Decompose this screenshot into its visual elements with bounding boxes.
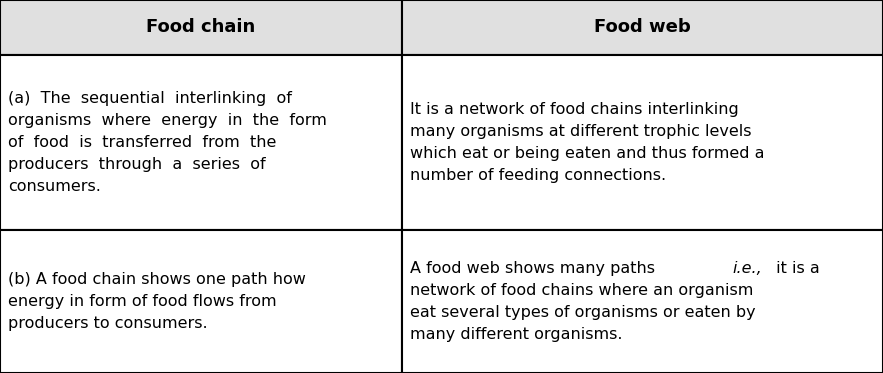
Text: of  food  is  transferred  from  the: of food is transferred from the (8, 135, 276, 150)
Bar (0, 0, 402, 55)
Text: many organisms at different trophic levels: many organisms at different trophic leve… (410, 124, 751, 139)
Bar (0, 230, 402, 373)
Text: energy in form of food flows from: energy in form of food flows from (8, 294, 276, 309)
Text: which eat or being eaten and thus formed a: which eat or being eaten and thus formed… (410, 146, 765, 161)
Text: (b) A food chain shows one path how: (b) A food chain shows one path how (8, 272, 306, 287)
Text: Food chain: Food chain (147, 19, 255, 37)
Text: eat several types of organisms or eaten by: eat several types of organisms or eaten … (410, 305, 756, 320)
Bar (0, 55, 402, 230)
Text: network of food chains where an organism: network of food chains where an organism (410, 283, 753, 298)
Bar (402, 0, 883, 55)
Text: it is a: it is a (771, 261, 820, 276)
Text: It is a network of food chains interlinking: It is a network of food chains interlink… (410, 102, 739, 117)
Text: Food web: Food web (594, 19, 691, 37)
Bar (402, 55, 883, 230)
Text: producers to consumers.: producers to consumers. (8, 316, 208, 331)
Text: consumers.: consumers. (8, 179, 101, 194)
Bar (402, 230, 883, 373)
Text: A food web shows many paths: A food web shows many paths (410, 261, 660, 276)
Text: (a)  The  sequential  interlinking  of: (a) The sequential interlinking of (8, 91, 292, 106)
Text: i.e.,: i.e., (733, 261, 763, 276)
Text: number of feeding connections.: number of feeding connections. (410, 168, 666, 183)
Text: organisms  where  energy  in  the  form: organisms where energy in the form (8, 113, 327, 128)
Text: many different organisms.: many different organisms. (410, 327, 623, 342)
Text: producers  through  a  series  of: producers through a series of (8, 157, 266, 172)
